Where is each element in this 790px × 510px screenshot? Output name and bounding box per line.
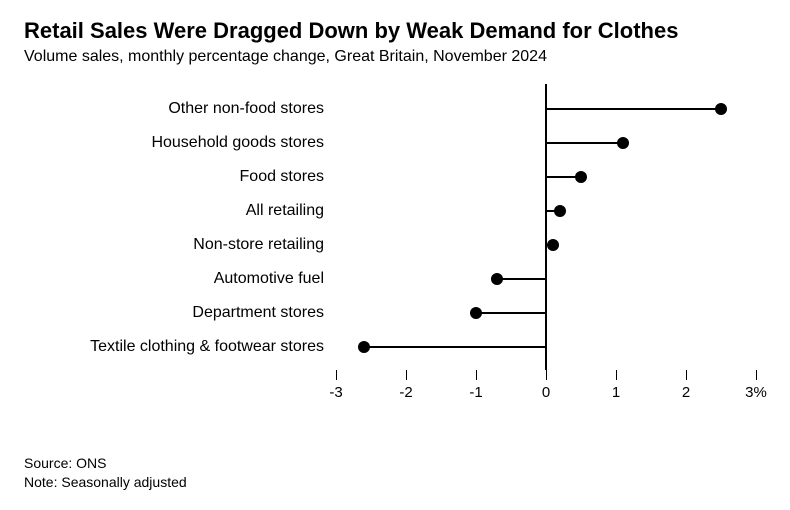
lollipop-dot: [547, 239, 559, 251]
x-tick: [406, 370, 407, 380]
x-tick-label: -2: [399, 384, 412, 401]
note-line: Note: Seasonally adjusted: [24, 473, 187, 492]
x-tick-label: 0: [542, 384, 550, 401]
chart-subtitle: Volume sales, monthly percentage change,…: [24, 48, 766, 66]
chart-area: Other non-food stores Household goods sto…: [24, 84, 766, 424]
chart-page: Retail Sales Were Dragged Down by Weak D…: [0, 0, 790, 510]
x-tick-label: -3: [329, 384, 342, 401]
x-tick-label: 3%: [745, 384, 767, 401]
chart-title: Retail Sales Were Dragged Down by Weak D…: [24, 18, 766, 44]
lollipop-dot: [491, 273, 503, 285]
source-line: Source: ONS: [24, 454, 187, 473]
x-tick-label: -1: [469, 384, 482, 401]
category-label: All retailing: [24, 202, 336, 220]
category-label: Non-store retailing: [24, 236, 336, 254]
category-label: Department stores: [24, 304, 336, 322]
lollipop-dot: [617, 137, 629, 149]
category-label: Food stores: [24, 168, 336, 186]
x-tick-label: 2: [682, 384, 690, 401]
plot-area: [336, 84, 756, 370]
lollipop-dot: [358, 341, 370, 353]
x-tick-label: 1: [612, 384, 620, 401]
lollipop-dot: [470, 307, 482, 319]
category-label: Household goods stores: [24, 134, 336, 152]
lollipop-dot: [554, 205, 566, 217]
x-tick: [686, 370, 687, 380]
lollipop-dot: [575, 171, 587, 183]
chart-footer: Source: ONS Note: Seasonally adjusted: [24, 454, 187, 492]
category-label: Textile clothing & footwear stores: [24, 338, 336, 356]
lollipop-stem: [546, 142, 623, 144]
category-label: Other non-food stores: [24, 100, 336, 118]
x-tick: [616, 370, 617, 380]
lollipop-stem: [476, 312, 546, 314]
x-tick: [756, 370, 757, 380]
lollipop-stem: [546, 108, 721, 110]
zero-axis-line: [545, 84, 547, 370]
x-tick: [476, 370, 477, 380]
lollipop-dot: [715, 103, 727, 115]
lollipop-stem: [364, 346, 546, 348]
category-label: Automotive fuel: [24, 270, 336, 288]
x-tick: [336, 370, 337, 380]
lollipop-stem: [497, 278, 546, 280]
x-tick: [546, 370, 547, 380]
